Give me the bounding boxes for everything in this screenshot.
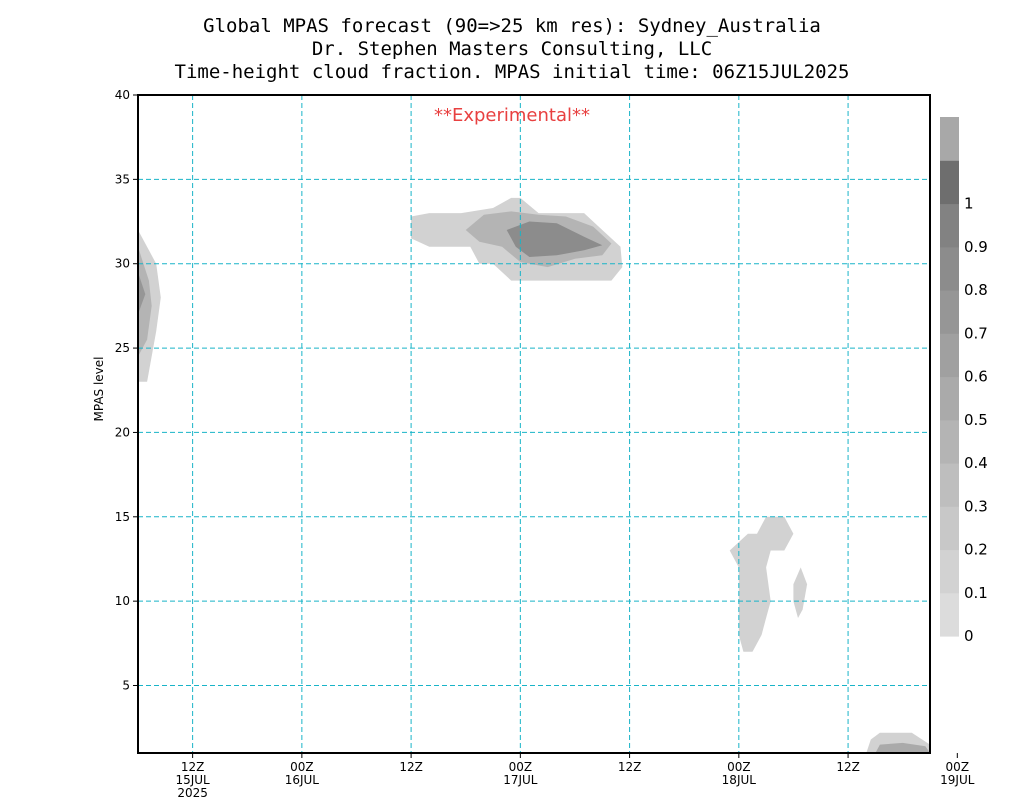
chart-title-line-1: Global MPAS forecast (90=>25 km res): Sy…: [203, 15, 821, 37]
colorbar-swatch: [940, 246, 959, 291]
x-tick-label: 18JUL: [722, 773, 757, 787]
x-tick-label: 15JUL: [175, 773, 210, 787]
contour-regions: [138, 197, 930, 753]
plot-frame: [137, 94, 931, 754]
y-tick-label: 40: [115, 88, 130, 102]
colorbar-swatch: [940, 506, 959, 551]
chart-title-line-3: Time-height cloud fraction. MPAS initial…: [175, 61, 850, 83]
colorbar-swatch: [940, 203, 959, 248]
colorbar-label: 0.6: [964, 368, 988, 386]
colorbar-swatch: [940, 592, 959, 637]
contour-day3-mid-cloud: [729, 516, 794, 652]
y-tick-label: 5: [122, 679, 130, 693]
colorbar-label: 0.8: [964, 281, 988, 299]
y-tick-label: 10: [115, 594, 130, 608]
gridlines: [138, 95, 930, 753]
y-axis-ticks: 5 10 15 20 25 30 35 40: [115, 88, 138, 693]
colorbar-swatch: [940, 463, 959, 507]
colorbar-swatch: [940, 419, 959, 464]
x-tick-label: 00Z: [946, 760, 970, 774]
colorbar-swatch: [940, 117, 959, 161]
colorbar-label: 0: [964, 627, 974, 645]
colorbar-swatch: [940, 376, 959, 421]
colorbar-label: 0.9: [964, 238, 988, 256]
y-tick-label: 25: [115, 341, 130, 355]
contour-early-upper-cloud-core: [138, 246, 152, 357]
colorbar: 0 0.1 0.2 0.3 0.4 0.5 0.6 0.7 0.8 0.9 1: [940, 117, 988, 645]
colorbar-swatch: [940, 290, 959, 334]
colorbar-label: 0.7: [964, 324, 988, 342]
colorbar-label: 0.3: [964, 497, 988, 515]
colorbar-label: 0.5: [964, 411, 988, 429]
x-tick-label: 12Z: [181, 760, 205, 774]
contour-early-upper-cloud-center: [138, 272, 146, 315]
y-tick-label: 35: [115, 172, 130, 186]
x-tick-label: 2025: [177, 786, 208, 800]
x-tick-label: 19JUL: [940, 773, 975, 787]
x-tick-label: 12Z: [618, 760, 642, 774]
chart-title-block: Global MPAS forecast (90=>25 km res): Sy…: [175, 15, 850, 83]
colorbar-label: 0.2: [964, 541, 988, 559]
colorbar-label: 0.4: [964, 454, 988, 472]
x-tick-label: 17JUL: [503, 773, 538, 787]
x-tick-label: 00Z: [727, 760, 751, 774]
colorbar-swatch: [940, 160, 959, 205]
x-tick-label: 16JUL: [285, 773, 320, 787]
colorbar-swatch: [940, 333, 959, 378]
contour-late-low-cloud-core: [875, 742, 930, 753]
y-tick-label: 20: [115, 425, 130, 439]
colorbar-label: 0.1: [964, 584, 988, 602]
experimental-annotation: **Experimental**: [434, 105, 590, 126]
x-tick-label: 12Z: [399, 760, 423, 774]
x-tick-label: 12Z: [836, 760, 860, 774]
colorbar-label: 1: [964, 195, 974, 213]
x-tick-label: 00Z: [509, 760, 533, 774]
y-tick-label: 30: [115, 257, 130, 271]
contour-day3-mid-cloud-small: [793, 567, 808, 618]
y-tick-label: 15: [115, 510, 130, 524]
chart-title-line-2: Dr. Stephen Masters Consulting, LLC: [312, 38, 712, 60]
contour-mid-forecast-upper-cloud-center: [506, 221, 603, 257]
y-axis-label: MPAS level: [92, 357, 106, 422]
x-tick-label: 00Z: [290, 760, 314, 774]
colorbar-swatch: [940, 549, 959, 594]
